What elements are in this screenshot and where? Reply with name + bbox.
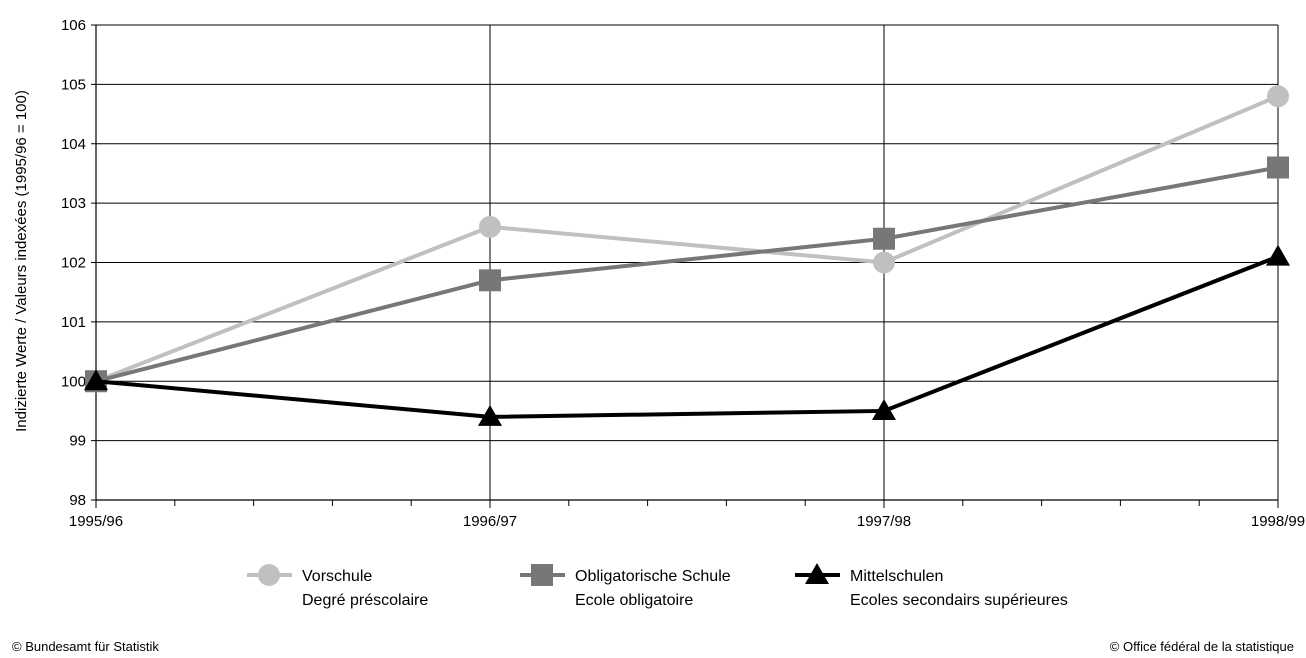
- y-axis-title: Indizierte Werte / Valeurs indexées (199…: [13, 90, 30, 432]
- x-tick-label: 1995/96: [69, 513, 123, 530]
- x-tick-label: 1996/97: [463, 513, 517, 530]
- data-point: [84, 369, 108, 391]
- data-point: [873, 227, 895, 250]
- y-tick-label: 99: [69, 433, 86, 450]
- series-line: [95, 165, 1279, 384]
- series-2: [85, 156, 1289, 393]
- legend-label-fr: Ecole obligatoire: [575, 592, 693, 609]
- y-tick-label: 103: [61, 195, 86, 212]
- footer-copyright-de: © Bundesamt für Statistik: [12, 639, 159, 654]
- legend-label: Obligatorische Schule: [575, 568, 731, 585]
- line-chart: 98 99 100 101 102 103 104 105 106 1995/96 1996/97 1…: [13, 17, 1305, 609]
- legend-marker: [258, 564, 280, 586]
- series-3: [84, 244, 1290, 426]
- legend: Vorschule Degré préscolaire Obligatorische…: [247, 563, 1068, 609]
- legend-label: Vorschule: [302, 568, 372, 585]
- data-point: [478, 404, 502, 426]
- series-1: [85, 85, 1289, 393]
- y-tick-label: 100: [61, 373, 86, 390]
- legend-marker: [805, 563, 829, 584]
- grid: [95, 24, 1279, 501]
- data-point: [479, 269, 501, 292]
- y-tick-label: 104: [61, 136, 86, 153]
- data-point: [873, 251, 895, 274]
- legend-label-fr: Degré préscolaire: [302, 592, 428, 609]
- y-tick-label: 106: [61, 17, 86, 34]
- tick-labels: 98 99 100 101 102 103 104 105 106 1995/96 1996/97 1…: [61, 17, 1305, 530]
- legend-label: Mittelschulen: [850, 568, 943, 585]
- x-tick-label: 1997/98: [857, 513, 911, 530]
- series-line: [95, 94, 1279, 384]
- y-tick-label: 101: [61, 314, 86, 331]
- data-point: [872, 398, 896, 420]
- y-tick-label: 102: [61, 255, 86, 272]
- data-point: [479, 215, 501, 238]
- axes: [91, 24, 1279, 508]
- series-line: [95, 254, 1279, 419]
- x-tick-label: 1998/99: [1251, 513, 1305, 530]
- data-point: [1267, 156, 1289, 179]
- footer-copyright-fr: © Office fédéral de la statistique: [1109, 639, 1294, 654]
- series-layer: [84, 85, 1290, 426]
- legend-label-fr: Ecoles secondairs supérieures: [850, 592, 1068, 609]
- data-point: [1267, 85, 1289, 108]
- y-tick-label: 105: [61, 76, 86, 93]
- legend-item-2: Obligatorische Schule Ecole obligatoire: [520, 564, 731, 609]
- data-point: [1266, 244, 1290, 266]
- y-tick-label: 98: [69, 492, 86, 509]
- legend-marker: [531, 564, 553, 586]
- legend-item-3: Mittelschulen Ecoles secondairs supérieur…: [795, 563, 1068, 609]
- legend-item-1: Vorschule Degré préscolaire: [247, 564, 428, 609]
